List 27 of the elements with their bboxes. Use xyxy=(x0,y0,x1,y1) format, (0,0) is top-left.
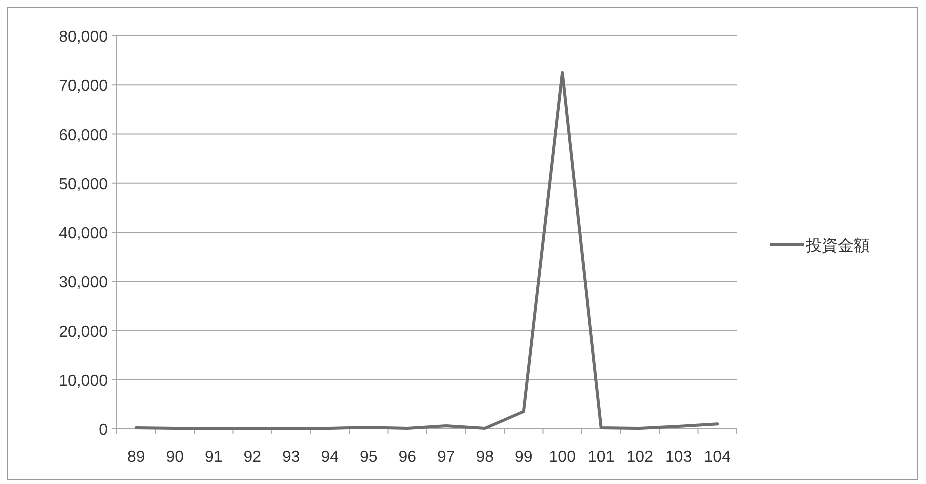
legend-label: 投資金額 xyxy=(805,236,870,255)
x-tick-label: 99 xyxy=(514,449,533,466)
y-tick-label: 60,000 xyxy=(59,127,108,144)
x-tick-label: 90 xyxy=(166,449,184,466)
x-tick-label: 102 xyxy=(626,449,654,466)
y-tick-label: 10,000 xyxy=(59,372,108,390)
y-tick-label: 80,000 xyxy=(59,29,108,46)
x-tick-label: 98 xyxy=(476,449,494,466)
x-tick-label: 89 xyxy=(127,449,146,466)
y-tick-label: 50,000 xyxy=(59,176,108,194)
x-tick-label: 97 xyxy=(437,449,456,466)
x-tick-label: 96 xyxy=(398,449,417,466)
x-tick-label: 94 xyxy=(321,449,340,466)
x-tick-label: 101 xyxy=(588,449,615,466)
x-tick-label: 92 xyxy=(244,449,262,466)
y-tick-label: 20,000 xyxy=(59,324,108,341)
x-tick-label: 100 xyxy=(549,449,576,466)
line-series xyxy=(134,71,720,430)
y-tick-label: 0 xyxy=(99,422,108,439)
y-tick-label: 70,000 xyxy=(59,78,108,96)
x-tick-label: 91 xyxy=(204,449,223,466)
x-tick-label: 95 xyxy=(360,449,378,466)
x-tick-label: 93 xyxy=(282,449,300,466)
y-tick-label: 30,000 xyxy=(59,274,108,292)
x-tick-label: 103 xyxy=(666,449,692,466)
y-tick-label: 40,000 xyxy=(59,226,108,242)
x-tick-label: 104 xyxy=(704,449,732,466)
